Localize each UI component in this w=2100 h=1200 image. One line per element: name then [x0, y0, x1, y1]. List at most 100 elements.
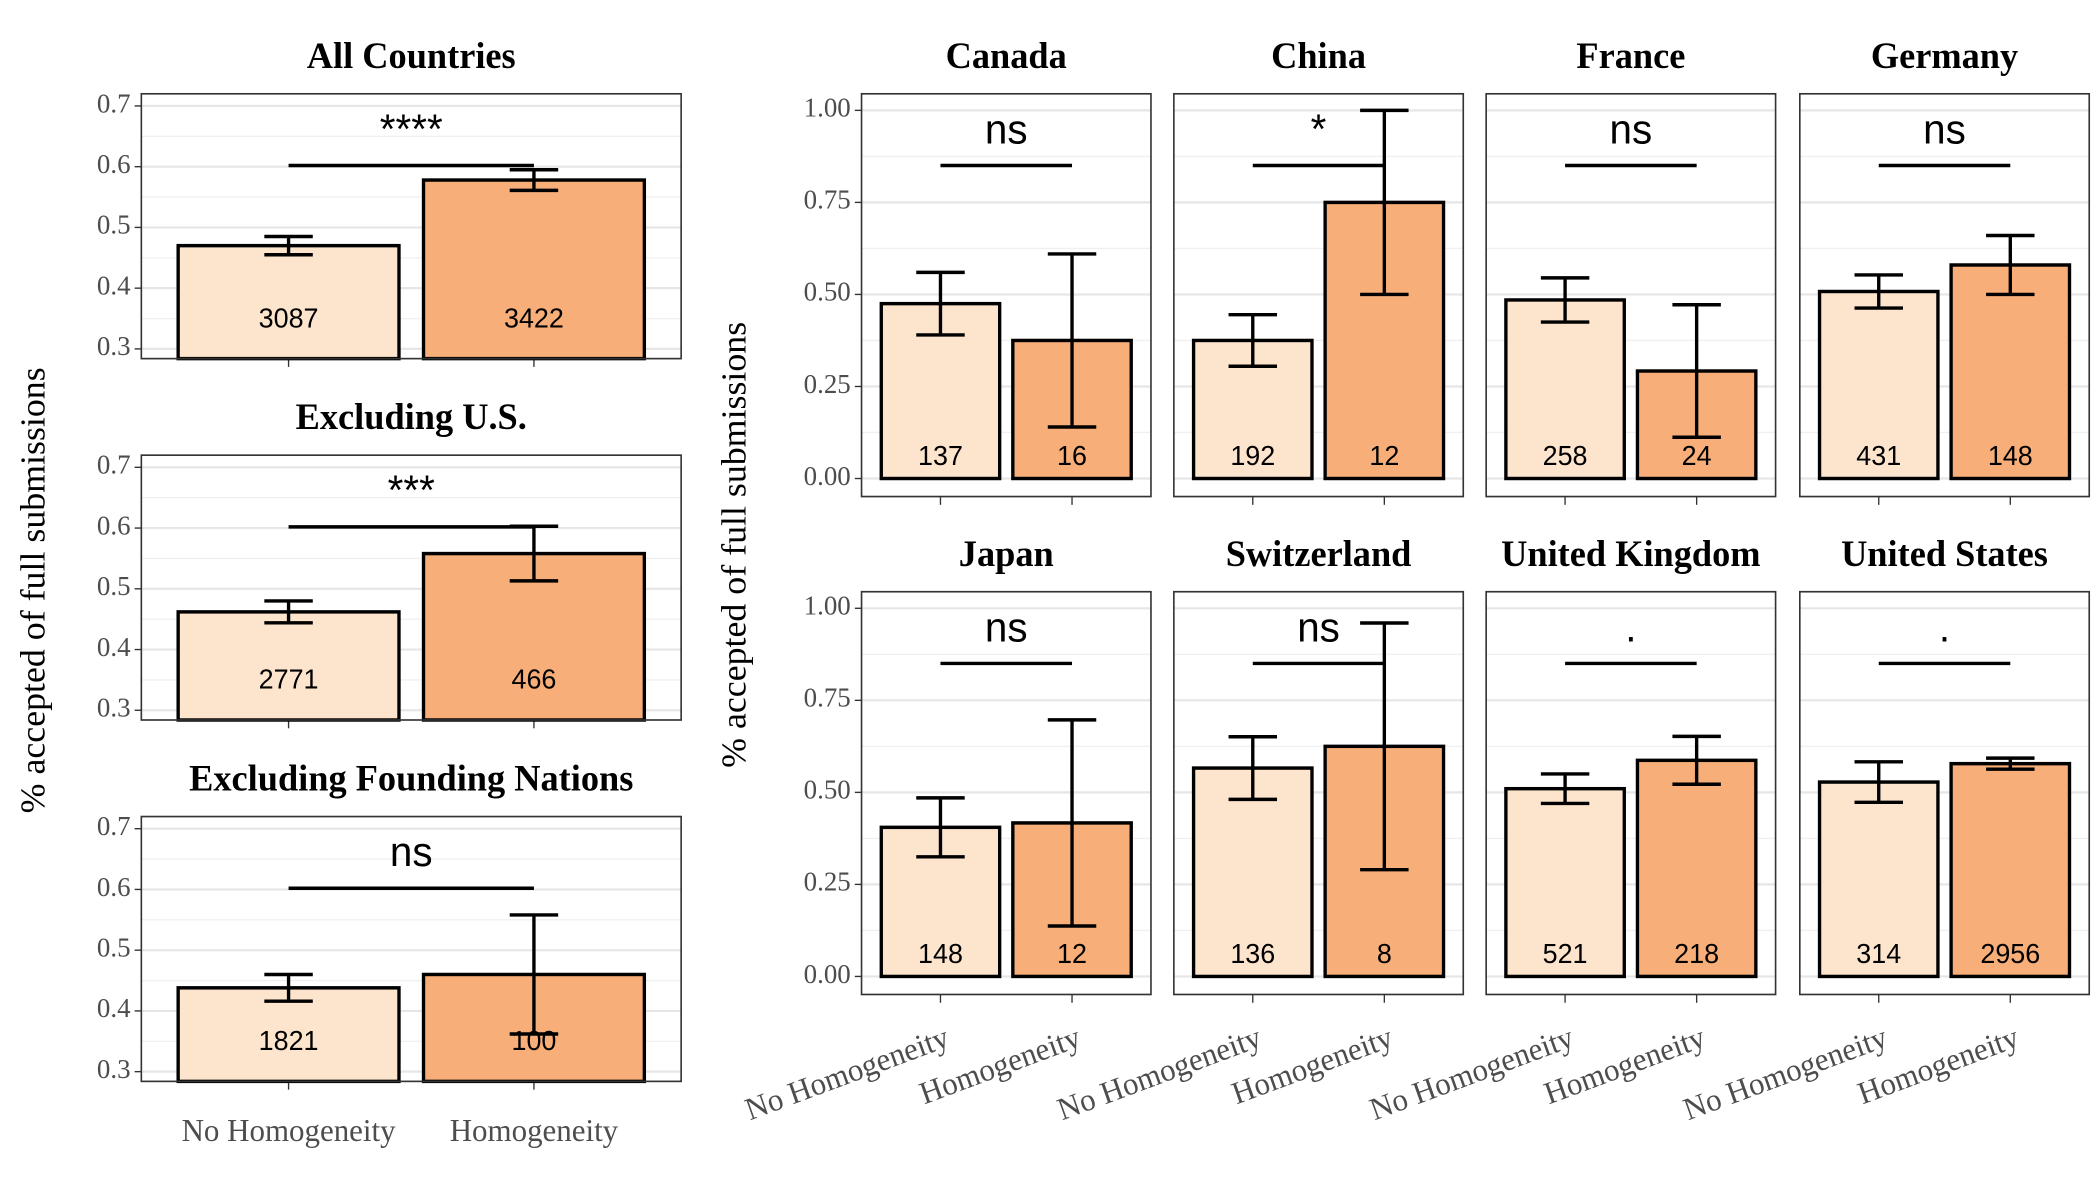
y-tick-label: 0.4 [97, 270, 131, 300]
x-tick-label: No Homogeneity [740, 1019, 953, 1127]
x-tick-label: No Homogeneity [1365, 1019, 1578, 1127]
y-tick-label: 0.6 [97, 510, 131, 540]
y-tick-label: 0.4 [97, 632, 131, 662]
count-label: 137 [918, 440, 963, 471]
bar [176, 243, 401, 361]
count-label: 466 [511, 663, 556, 694]
y-tick-label: 1.00 [804, 92, 851, 122]
panel-title: United Kingdom [1501, 532, 1761, 573]
error-bar [1360, 108, 1409, 297]
error-bar [1047, 252, 1097, 429]
y-axis-label: % accepted of full submissions [714, 322, 754, 768]
panel-title: All Countries [307, 34, 516, 75]
error-bar [1986, 233, 2035, 297]
y-tick-label: 0.4 [97, 993, 131, 1023]
count-label: 16 [1057, 440, 1087, 471]
panel-border [140, 92, 682, 360]
bar [1504, 786, 1626, 979]
significance-label: . [1625, 604, 1636, 651]
y-tick-label: 0.6 [97, 149, 131, 179]
count-label: 148 [1988, 440, 2033, 471]
panel-border [860, 590, 1152, 996]
panel-border [1485, 590, 1777, 996]
panel-border [1799, 92, 2091, 498]
error-bar [1672, 734, 1721, 786]
count-label: 3422 [504, 302, 564, 333]
y-tick-label: 0.75 [804, 184, 851, 214]
y-tick-label: 0.25 [804, 369, 851, 399]
count-label: 192 [1230, 440, 1275, 471]
x-tick-label: Homogeneity [450, 1113, 619, 1148]
x-tick-label: No Homogeneity [182, 1113, 396, 1148]
error-bar [1672, 303, 1721, 440]
count-label: 218 [1674, 938, 1719, 969]
significance-label: * [1311, 106, 1327, 153]
y-tick-label: 0.7 [97, 811, 131, 841]
error-bar [1986, 756, 2035, 771]
error-bar [264, 599, 313, 625]
y-tick-label: 0.00 [804, 461, 851, 491]
count-label: 8 [1377, 938, 1392, 969]
count-label: 136 [1230, 938, 1275, 969]
error-bar [1854, 273, 1903, 310]
error-bar [509, 913, 559, 1036]
panel-border [140, 815, 682, 1083]
error-bar [1047, 718, 1097, 928]
panel-title: Japan [959, 532, 1054, 573]
count-label: 431 [1856, 440, 1901, 471]
significance-label: ns [1297, 604, 1340, 651]
panel-border [140, 454, 682, 721]
significance-label: **** [380, 106, 443, 153]
y-tick-label: 1.00 [804, 590, 851, 620]
panel-border [1485, 92, 1777, 498]
panel-title: France [1576, 34, 1685, 75]
significance-label: ns [985, 106, 1028, 153]
error-bar [1228, 312, 1278, 368]
error-bar [916, 796, 965, 859]
error-bar [264, 234, 313, 257]
bar [1504, 298, 1626, 481]
bar [1817, 780, 1940, 979]
count-label: 258 [1543, 440, 1588, 471]
count-label: 2771 [259, 663, 319, 694]
panel-border [1173, 590, 1465, 996]
x-tick-label: No Homogeneity [1679, 1019, 1892, 1127]
bar [421, 178, 647, 361]
y-axis-label: % accepted of full submissions [13, 367, 53, 813]
y-tick-label: 0.50 [804, 774, 851, 804]
panel-title: Excluding Founding Nations [189, 757, 633, 798]
count-label: 1821 [259, 1025, 319, 1056]
count-label: 3087 [259, 302, 319, 333]
panel-border [1173, 92, 1465, 498]
y-tick-label: 0.50 [804, 276, 851, 306]
panel-border [1799, 590, 2091, 996]
count-label: 2956 [1980, 938, 2040, 969]
y-tick-label: 0.25 [804, 866, 851, 896]
panel-border [860, 92, 1152, 498]
error-bar [1228, 735, 1278, 802]
panel-title: Excluding U.S. [296, 396, 527, 437]
bar [1191, 766, 1314, 979]
error-bar [916, 270, 965, 337]
y-tick-label: 0.00 [804, 958, 851, 988]
y-tick-label: 0.5 [97, 571, 131, 601]
error-bar [1854, 760, 1903, 805]
significance-label: . [1939, 604, 1950, 651]
count-label: 148 [918, 938, 963, 969]
error-bar [264, 972, 313, 1003]
bar [176, 986, 401, 1084]
count-label: 12 [1369, 440, 1399, 471]
bar [1635, 758, 1758, 979]
error-bar [1540, 772, 1590, 806]
y-tick-label: 0.5 [97, 209, 131, 239]
y-tick-label: 0.3 [97, 331, 131, 361]
panel-title: Canada [946, 34, 1067, 75]
panel-title: Germany [1871, 34, 2019, 75]
y-tick-label: 0.3 [97, 1054, 131, 1084]
panel-title: Switzerland [1226, 532, 1412, 573]
y-tick-label: 0.75 [804, 682, 851, 712]
count-label: 521 [1543, 938, 1588, 969]
count-label: 24 [1682, 440, 1712, 471]
bar [1817, 289, 1940, 481]
